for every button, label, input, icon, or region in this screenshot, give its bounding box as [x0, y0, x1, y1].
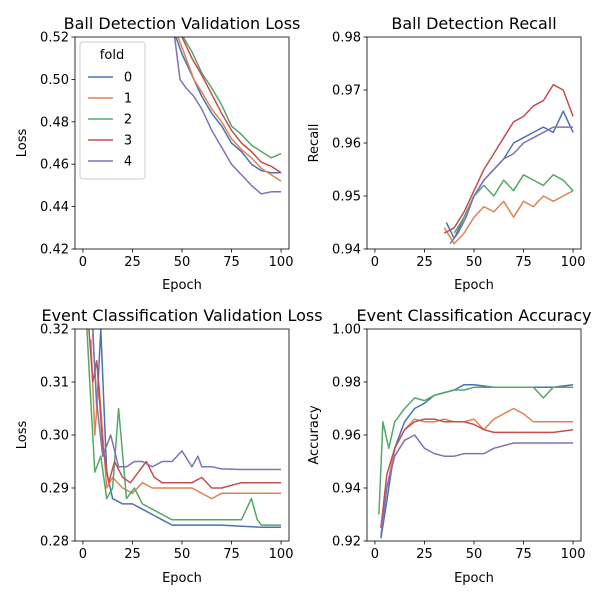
legend-label-fold-3: 3: [124, 134, 132, 149]
chart-title: Ball Detection Recall: [391, 14, 556, 33]
series-group: [86, 329, 282, 528]
series-line-fold-1: [443, 190, 574, 245]
axes-frame: [74, 328, 290, 542]
series-line-fold-4: [173, 37, 282, 195]
x-tick-label: 100: [269, 255, 294, 270]
y-tick-label: 0.44: [40, 200, 69, 215]
subplot-event-classification-loss: Event Classification Validation Loss Epo…: [15, 306, 323, 586]
legend-title: fold: [100, 48, 124, 63]
y-tick-label: 0.42: [40, 243, 69, 258]
series-line-fold-3: [443, 83, 574, 234]
legend-label-fold-4: 4: [124, 155, 132, 170]
x-tick-label: 100: [269, 547, 294, 562]
series-line-fold-4: [380, 434, 574, 536]
y-tick-label: 1.00: [332, 323, 361, 338]
y-tick-label: 0.94: [332, 243, 361, 258]
x-tick-label: 25: [124, 255, 141, 270]
x-tick-label: 0: [371, 547, 379, 562]
x-tick-label: 75: [223, 255, 240, 270]
chart-title: Event Classification Validation Loss: [41, 306, 322, 325]
subplot-event-classification-accuracy: Event Classification Accuracy Epoch Accu…: [307, 306, 591, 586]
y-tick-label: 0.52: [40, 31, 69, 46]
y-tick-label: 0.94: [332, 482, 361, 497]
y-tick-label: 0.98: [332, 376, 361, 391]
y-tick-label: 0.97: [332, 84, 361, 99]
series-line-fold-3: [181, 37, 282, 174]
x-tick-label: 50: [174, 255, 191, 270]
legend-label-fold-0: 0: [124, 71, 132, 86]
x-tick-label: 25: [416, 547, 433, 562]
series-group: [173, 37, 282, 195]
y-tick-label: 0.92: [332, 535, 361, 550]
y-axis-label: Loss: [15, 129, 30, 158]
series-line-fold-4: [92, 334, 282, 471]
y-tick-label: 0.31: [40, 376, 69, 391]
x-tick-label: 25: [416, 255, 433, 270]
series-line-fold-0: [175, 37, 282, 174]
x-tick-label: 25: [124, 547, 141, 562]
series-group: [443, 83, 574, 245]
x-tick-label: 75: [223, 547, 240, 562]
x-axis-label: Epoch: [454, 571, 494, 586]
y-axis-label: Loss: [15, 421, 30, 450]
legend-label-fold-1: 1: [124, 92, 132, 107]
chart-title: Event Classification Accuracy: [357, 306, 592, 325]
subplot-ball-detection-loss: Ball Detection Validation Loss Epoch Los…: [15, 14, 300, 293]
legend: fold 0 1 2 3 4: [79, 41, 146, 180]
x-tick-label: 50: [466, 255, 483, 270]
series-line-fold-3: [380, 418, 574, 528]
series-line-fold-2: [86, 329, 282, 526]
y-tick-label: 0.29: [40, 482, 69, 497]
x-axis-label: Epoch: [454, 278, 494, 293]
chart-title: Ball Detection Validation Loss: [64, 14, 301, 33]
x-tick-label: 100: [561, 547, 586, 562]
y-tick-label: 0.28: [40, 535, 69, 550]
x-tick-label: 75: [515, 255, 532, 270]
x-tick-label: 75: [515, 547, 532, 562]
series-line-fold-2: [182, 37, 282, 159]
x-tick-label: 100: [561, 255, 586, 270]
y-axis-label: Recall: [307, 124, 322, 163]
legend-label-fold-2: 2: [124, 113, 132, 128]
x-tick-label: 0: [371, 255, 379, 270]
series-line-fold-4: [449, 126, 574, 245]
y-tick-label: 0.32: [40, 323, 69, 338]
series-line-fold-2: [453, 174, 574, 234]
series-group: [378, 383, 574, 539]
series-line-fold-0: [92, 329, 282, 528]
y-tick-label: 0.46: [40, 158, 69, 173]
series-line-fold-1: [90, 339, 282, 500]
series-line-fold-0: [380, 383, 574, 539]
y-tick-label: 0.96: [332, 429, 361, 444]
x-tick-label: 0: [79, 255, 87, 270]
subplot-ball-detection-recall: Ball Detection Recall Epoch Recall 0 25 50…: [307, 14, 585, 293]
y-tick-label: 0.96: [332, 137, 361, 152]
y-tick-label: 0.98: [332, 31, 361, 46]
y-tick-label: 0.95: [332, 190, 361, 205]
x-axis-label: Epoch: [162, 571, 202, 586]
y-tick-label: 0.48: [40, 115, 69, 130]
x-tick-label: 50: [466, 547, 483, 562]
x-axis-label: Epoch: [162, 278, 202, 293]
y-axis-label: Accuracy: [307, 405, 322, 465]
x-tick-label: 0: [79, 547, 87, 562]
y-tick-label: 0.50: [40, 73, 69, 88]
y-tick-label: 0.30: [40, 429, 69, 444]
series-line-fold-1: [177, 37, 282, 182]
series-line-fold-3: [88, 329, 282, 489]
series-line-fold-2: [378, 386, 574, 515]
x-tick-label: 50: [174, 547, 191, 562]
